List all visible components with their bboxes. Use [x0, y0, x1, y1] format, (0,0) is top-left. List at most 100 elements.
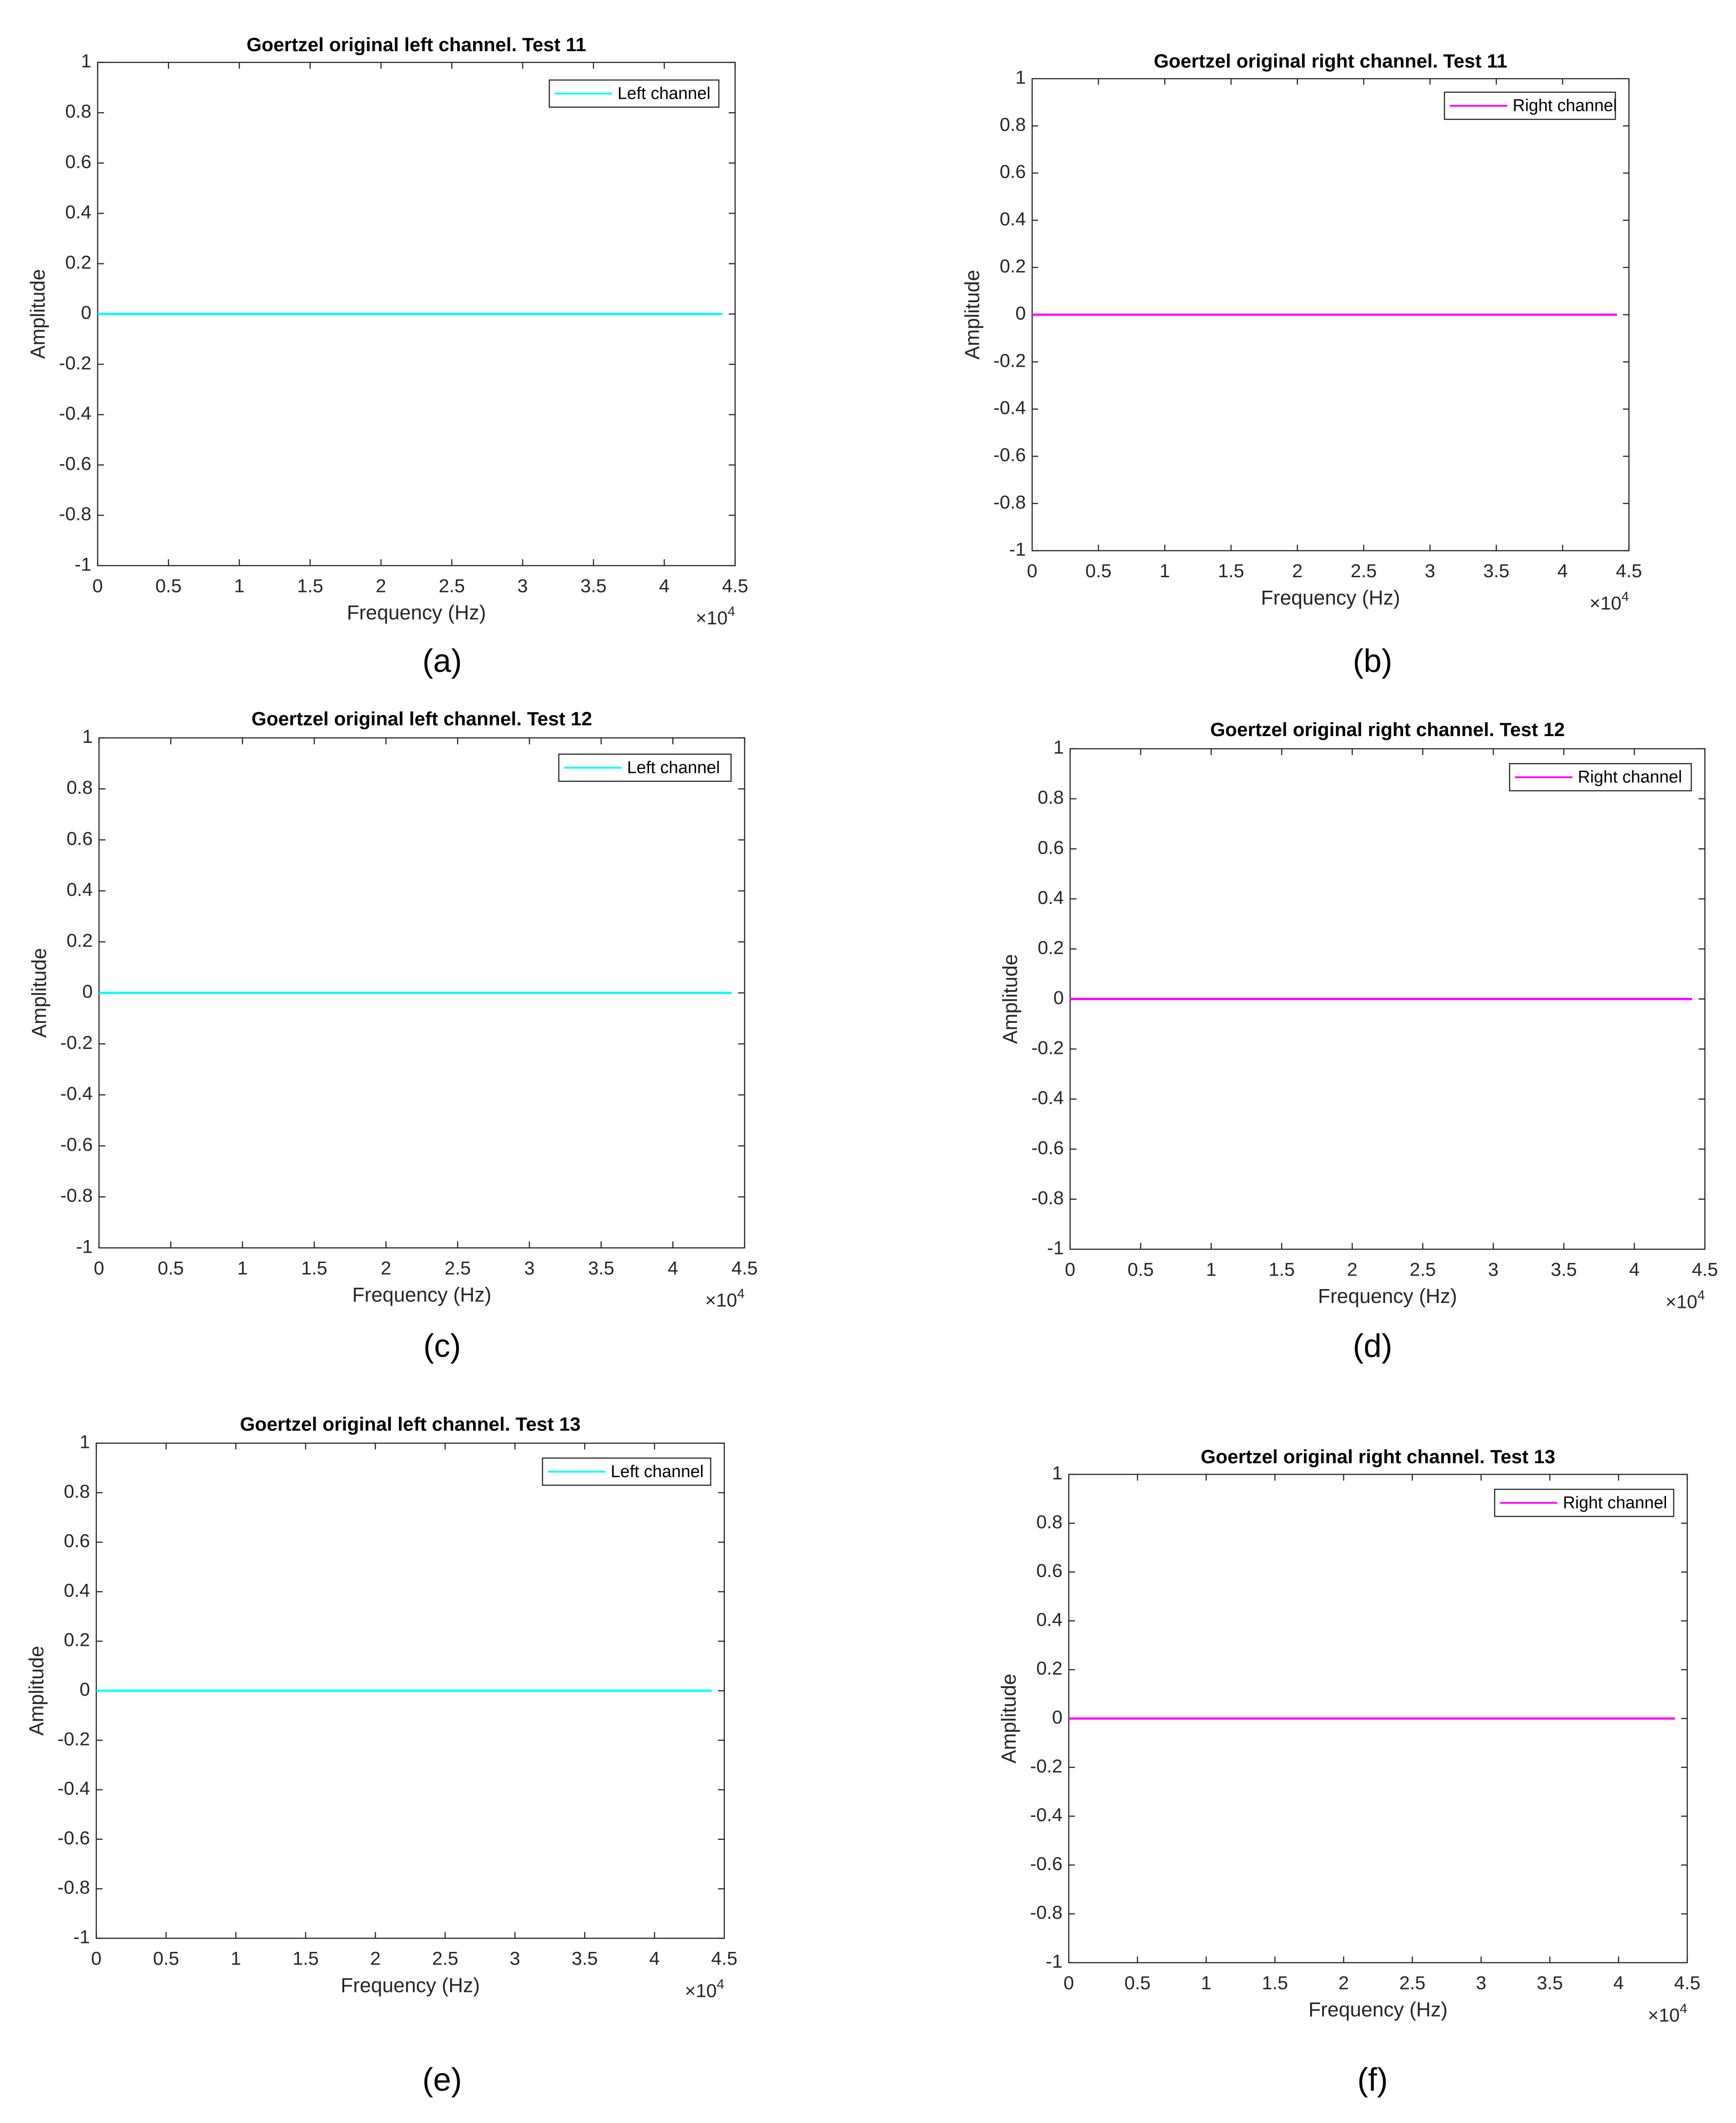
- x-scale-base: ×10: [696, 607, 728, 628]
- y-tick-label: 1: [1053, 737, 1064, 758]
- y-tick-label: -1: [76, 1236, 92, 1257]
- x-scale-exponent: 4: [717, 1977, 724, 1991]
- x-tick-label: 4: [649, 1948, 660, 1969]
- x-tick-label: 1: [1160, 560, 1170, 581]
- x-tick-label: 1.5: [1262, 1972, 1288, 1993]
- x-tick-label: 1: [1201, 1972, 1211, 1993]
- x-tick-label: 3.5: [572, 1948, 598, 1969]
- y-tick-label: 0.4: [1036, 1609, 1062, 1630]
- chart-title: Goertzel original left channel. Test 12: [251, 708, 592, 730]
- x-tick-label: 2: [381, 1257, 391, 1278]
- y-tick-label: 0: [81, 302, 91, 323]
- y-tick-label: -1: [1009, 539, 1026, 560]
- y-tick-label: -0.8: [1030, 1902, 1062, 1923]
- caption: (d): [1353, 1328, 1392, 1364]
- y-tick-label: -0.2: [59, 352, 91, 373]
- x-tick-label: 2.5: [1399, 1972, 1425, 1993]
- y-tick-label: -0.8: [59, 503, 91, 524]
- y-tick-label: 0.4: [1000, 208, 1026, 229]
- x-tick-label: 4: [1557, 560, 1568, 581]
- y-tick-label: 1: [1052, 1462, 1062, 1483]
- y-tick-label: -0.2: [993, 350, 1026, 371]
- chart-title: Goertzel original right channel. Test 12: [1210, 719, 1565, 741]
- x-tick-label: 3: [1476, 1972, 1486, 1993]
- x-tick-label: 0.5: [153, 1948, 179, 1969]
- y-tick-label: -0.6: [60, 1134, 92, 1155]
- subplot: 0 0.5 1 1.5 2 2.5 3 3.5 4 4.5 -1 -0.8 -0.6 -0.4 -0.2 0 0…: [999, 719, 1718, 1364]
- x-tick-label: 1.5: [1269, 1259, 1295, 1280]
- y-tick-label: -0.6: [59, 453, 91, 474]
- x-tick-label: 0: [92, 575, 103, 596]
- y-tick-label: -0.6: [57, 1827, 90, 1848]
- x-tick-label: 2: [1347, 1259, 1357, 1280]
- x-tick-label: 4.5: [732, 1257, 758, 1278]
- y-tick-label: -0.2: [1030, 1755, 1062, 1776]
- caption: (e): [422, 2062, 462, 2098]
- y-tick-label: 0.6: [65, 151, 91, 172]
- x-tick-label: 1.5: [297, 575, 323, 596]
- y-tick-label: -1: [75, 553, 91, 575]
- x-scale-exponent: 4: [1622, 589, 1629, 604]
- y-tick-label: 0: [1053, 987, 1064, 1008]
- x-scale-label: ×104: [696, 604, 735, 628]
- x-tick-label: 3: [1425, 560, 1435, 581]
- x-tick-label: 2: [370, 1948, 381, 1969]
- x-tick-label: 1: [231, 1948, 241, 1969]
- chart-title: Goertzel original right channel. Test 13: [1201, 1446, 1555, 1468]
- y-axis-label: Amplitude: [26, 269, 49, 359]
- legend-label: Left channel: [627, 758, 720, 777]
- y-tick-label: 0.6: [1038, 837, 1064, 858]
- y-axis-label: Amplitude: [997, 1674, 1020, 1763]
- y-tick-label: 0.2: [1038, 937, 1064, 958]
- y-tick-label: 0.2: [65, 252, 91, 273]
- y-tick-label: 0.6: [64, 1530, 90, 1551]
- y-tick-label: -0.4: [993, 397, 1026, 418]
- x-axis-label: Frequency (Hz): [1261, 586, 1400, 609]
- y-tick-label: -0.4: [1031, 1087, 1064, 1108]
- y-tick-label: -0.4: [59, 403, 91, 424]
- y-tick-label: 0.8: [1036, 1511, 1062, 1532]
- y-tick-label: 0.2: [64, 1629, 90, 1650]
- caption: (b): [1353, 643, 1392, 679]
- y-tick-label: -1: [73, 1926, 90, 1948]
- x-tick-label: 3: [517, 575, 528, 596]
- x-axis-label: Frequency (Hz): [341, 1974, 480, 1996]
- y-tick-label: -0.8: [1031, 1187, 1064, 1208]
- y-tick-label: 0.2: [1036, 1658, 1062, 1679]
- x-tick-label: 2: [376, 575, 386, 596]
- x-tick-label: 3.5: [580, 575, 606, 596]
- x-tick-label: 0.5: [155, 575, 181, 596]
- x-tick-label: 2: [1338, 1972, 1349, 1993]
- subplot: 0 0.5 1 1.5 2 2.5 3 3.5 4 4.5 -1 -0.8 -0.6 -0.4 -0.2 0 0…: [25, 1413, 737, 2097]
- y-tick-label: -1: [1046, 1951, 1062, 1972]
- x-scale-base: ×10: [1648, 2005, 1679, 2026]
- y-tick-label: -0.8: [57, 1877, 90, 1898]
- y-tick-label: 0.4: [66, 879, 92, 900]
- x-scale-exponent: 4: [737, 1286, 745, 1301]
- x-axis-label: Frequency (Hz): [347, 601, 486, 624]
- y-tick-label: -0.8: [993, 491, 1026, 513]
- y-tick-label: 0: [79, 1679, 90, 1700]
- x-scale-base: ×10: [1589, 592, 1621, 614]
- x-tick-label: 2.5: [1350, 560, 1377, 581]
- x-tick-label: 0: [1065, 1259, 1075, 1280]
- chart-title: Goertzel original left channel. Test 11: [246, 34, 586, 56]
- y-tick-label: -0.2: [1031, 1037, 1064, 1058]
- x-tick-label: 1: [237, 1257, 248, 1278]
- x-scale-base: ×10: [685, 1980, 717, 2001]
- y-tick-label: 1: [82, 726, 92, 747]
- x-scale-label: ×104: [1648, 2001, 1687, 2026]
- y-axis-label: Amplitude: [999, 954, 1021, 1044]
- x-tick-label: 1.5: [1218, 560, 1244, 581]
- x-tick-label: 4.5: [711, 1948, 737, 1969]
- x-tick-label: 4.5: [1692, 1259, 1718, 1280]
- x-tick-label: 3: [1488, 1259, 1499, 1280]
- y-tick-label: -0.4: [57, 1778, 90, 1799]
- x-tick-label: 2.5: [438, 575, 465, 596]
- legend-label: Left channel: [611, 1462, 704, 1481]
- x-scale-exponent: 4: [728, 604, 735, 619]
- x-tick-label: 1.5: [301, 1257, 327, 1278]
- x-scale-base: ×10: [1666, 1291, 1697, 1312]
- y-axis-label: Amplitude: [27, 948, 50, 1038]
